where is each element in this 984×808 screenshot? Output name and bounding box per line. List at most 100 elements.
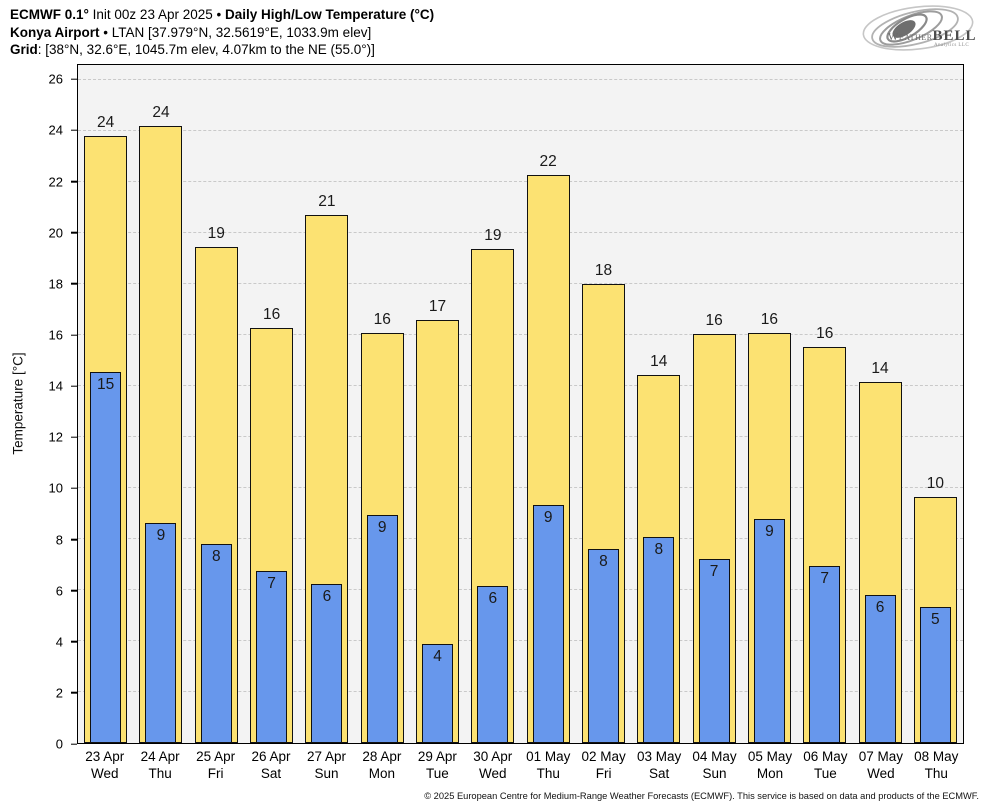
x-axis: 23 Apr Wed 24 Apr Thu 25 Apr Fri 26 Apr Sat 27 A…: [77, 748, 964, 788]
x-tick-date: 07 May: [858, 749, 903, 764]
low-value-label: 15: [97, 376, 115, 394]
x-tick-date: 03 May: [636, 749, 682, 764]
y-tick-label: 12: [48, 429, 63, 445]
y-tick-label: 2: [55, 685, 63, 701]
y-tick-mark: [71, 78, 77, 81]
y-tick-mark: [71, 436, 77, 438]
y-tick-label: 18: [48, 276, 63, 292]
x-tick-label: 06 May Tue: [803, 748, 847, 782]
gridline: [78, 436, 963, 438]
x-tick-date: 04 May: [692, 749, 737, 764]
y-tick-mark: [71, 385, 77, 387]
weatherbell-logo: WeatherBELL Analytics LLC: [858, 2, 978, 54]
low-value-label: 6: [322, 587, 332, 605]
chart-title: ECMWF 0.1° Init 00z 23 Apr 2025 • Daily …: [10, 6, 434, 24]
low-value-label: 7: [267, 574, 276, 592]
x-tick-date: 08 May: [914, 749, 959, 764]
low-bar: [366, 514, 398, 743]
x-tick-day: Sat: [648, 766, 670, 781]
gridline: [78, 589, 963, 591]
x-tick-label: 05 May Mon: [748, 748, 792, 782]
x-tick-date: 01 May: [526, 749, 571, 764]
parameter-name: Daily High/Low Temperature (°C): [224, 7, 435, 22]
y-tick-label: 20: [48, 225, 63, 241]
logo-wordmark: WeatherBELL: [888, 27, 977, 45]
gridline: [78, 691, 963, 693]
y-tick-mark: [71, 692, 77, 694]
x-tick-label: 27 Apr Sun: [307, 748, 346, 782]
high-value-label: 16: [373, 310, 391, 328]
x-tick-day: Thu: [148, 766, 172, 781]
x-tick-day: Mon: [368, 766, 396, 781]
high-value-label: 24: [97, 114, 115, 132]
hurricane-swirl-icon: [862, 5, 974, 51]
x-tick-label: 29 Apr Tue: [418, 748, 457, 782]
plot-area: 24 15 24 9 19 8 16 7 21 6 16 9 17 4 19 6 22 9 18 8 14 8 16 7 16 9…: [77, 64, 964, 744]
x-tick-date: 02 May: [581, 749, 626, 764]
low-value-label: 7: [820, 569, 830, 587]
high-value-label: 16: [760, 310, 779, 328]
low-value-label: 8: [599, 553, 608, 571]
y-tick-mark: [71, 743, 77, 745]
x-tick-label: 04 May Sun: [692, 748, 736, 782]
low-value-label: 9: [156, 526, 166, 544]
x-tick-day: Sat: [260, 766, 282, 781]
footer-copyright: © 2025 European Centre for Medium-Range …: [424, 791, 979, 801]
low-bar: [477, 586, 509, 743]
x-tick-label: 25 Apr Fri: [196, 748, 235, 782]
low-bar: [532, 504, 564, 743]
y-tick-mark: [71, 641, 77, 643]
low-bar: [422, 643, 454, 743]
x-tick-day: Fri: [595, 766, 612, 781]
x-tick-label: 30 Apr Wed: [473, 748, 512, 782]
x-tick-day: Tue: [425, 766, 449, 781]
low-bar: [643, 536, 675, 743]
low-bar: [919, 606, 951, 743]
x-tick-date: 23 Apr: [85, 749, 125, 764]
x-tick-day: Fri: [207, 766, 224, 781]
gridline: [78, 130, 963, 132]
logo-weather-text: Weather: [888, 31, 933, 43]
y-tick-label: 26: [48, 71, 63, 87]
high-value-label: 10: [926, 475, 944, 493]
low-bar: [753, 518, 785, 743]
y-tick-label: 22: [48, 174, 63, 190]
low-value-label: 8: [211, 548, 221, 566]
y-tick-mark: [71, 538, 77, 541]
y-tick-label: 10: [48, 480, 63, 496]
grid-label: Grid: [10, 42, 38, 57]
y-tick-label: 4: [55, 634, 63, 650]
low-bar: [698, 559, 730, 743]
x-tick-label: 26 Apr Sat: [252, 748, 291, 782]
x-tick-date: 26 Apr: [251, 749, 291, 764]
x-tick-date: 27 Apr: [306, 749, 346, 764]
y-tick-mark: [71, 232, 77, 234]
model-name: ECMWF 0.1°: [10, 7, 89, 22]
low-value-label: 6: [875, 599, 885, 617]
x-tick-label: 07 May Wed: [859, 748, 903, 782]
low-bar: [587, 549, 619, 743]
low-value-label: 6: [488, 590, 498, 608]
y-tick-label: 8: [55, 532, 63, 547]
x-tick-date: 28 Apr: [362, 749, 402, 764]
low-value-label: 9: [765, 522, 774, 540]
chart-header: ECMWF 0.1° Init 00z 23 Apr 2025 • Daily …: [10, 6, 434, 59]
high-value-label: 16: [705, 311, 723, 329]
station-info: Konya Airport • LTAN [37.979°N, 32.5619°…: [10, 24, 434, 42]
low-value-label: 4: [433, 647, 442, 665]
y-tick-mark: [71, 129, 77, 132]
x-tick-day: Thu: [924, 766, 948, 781]
low-value-label: 8: [654, 540, 664, 558]
low-value-label: 5: [931, 610, 940, 628]
x-tick-day: Thu: [536, 766, 560, 781]
x-tick-date: 30 Apr: [473, 749, 513, 764]
x-tick-day: Sun: [702, 766, 727, 781]
low-value-label: 9: [543, 508, 553, 526]
high-value-label: 14: [650, 352, 668, 370]
x-tick-day: Wed: [479, 766, 507, 781]
x-tick-day: Tue: [814, 766, 837, 781]
station-name: Konya Airport: [10, 24, 100, 40]
low-bar: [864, 595, 896, 743]
y-tick-label: 16: [48, 327, 63, 343]
